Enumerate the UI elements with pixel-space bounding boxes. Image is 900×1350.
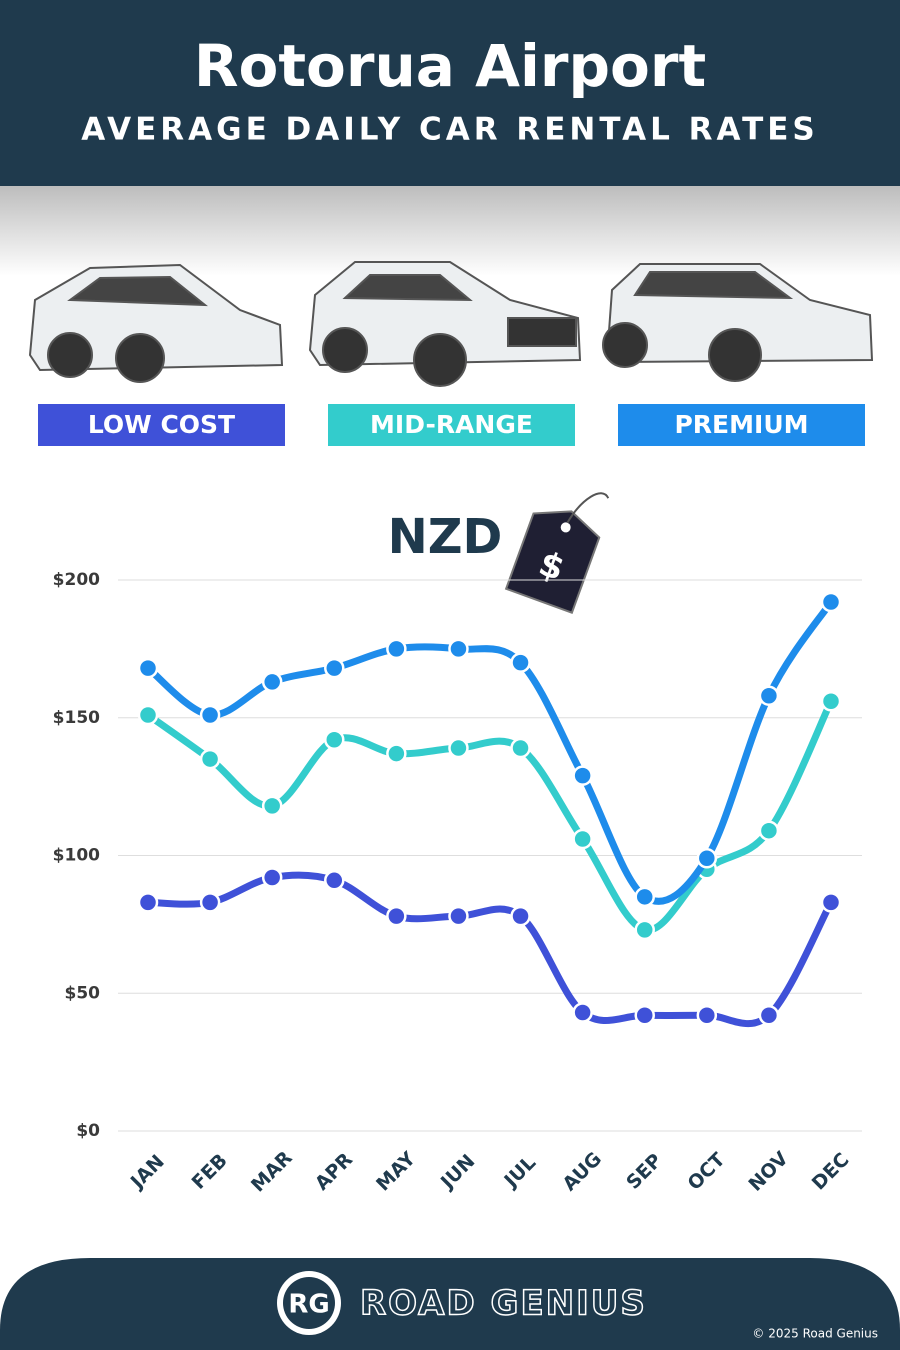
legend-label: MID-RANGE — [370, 410, 533, 439]
legend-swatch — [328, 404, 575, 446]
brand-name: ROAD GENIUS — [360, 1284, 647, 1324]
copyright: © 2025 Road Genius — [752, 1327, 878, 1341]
unit-label: NZD — [388, 509, 503, 565]
data-point — [261, 867, 283, 888]
title: Rotorua Airport — [194, 32, 706, 100]
data-point — [510, 905, 531, 927]
subtitle: AVERAGE DAILY CAR RENTAL RATES — [81, 112, 819, 148]
y-tick-label: $200 — [53, 570, 100, 590]
data-point — [758, 820, 780, 841]
data-point — [448, 905, 469, 927]
data-point — [634, 886, 655, 908]
y-tick-label: $150 — [53, 708, 100, 728]
data-point — [758, 685, 780, 706]
data-point — [634, 1005, 655, 1026]
logo-text: RG — [288, 1290, 329, 1320]
data-point — [572, 1002, 593, 1023]
data-point — [137, 657, 159, 679]
legend-label: PREMIUM — [674, 410, 808, 439]
data-point — [510, 652, 531, 673]
data-point — [634, 919, 655, 941]
data-point — [820, 690, 842, 712]
data-point — [386, 638, 407, 660]
footer — [0, 1258, 900, 1350]
x-tick-label: FEB — [188, 1150, 232, 1194]
data-point — [199, 748, 221, 770]
data-point — [386, 905, 407, 927]
x-tick-label: OCT — [683, 1149, 729, 1195]
data-point — [261, 795, 283, 817]
data-point — [696, 1005, 718, 1026]
legend-swatch — [618, 404, 865, 446]
x-tick-label: NOV — [744, 1147, 792, 1195]
car-mid-range — [308, 261, 582, 387]
plot: $0 $50 $100 $150 $200 JAN FEB MAR APR MAY JUN JUL AU… — [53, 570, 862, 1196]
y-tick-label: $0 — [76, 1121, 100, 1141]
logo-ring — [283, 1277, 335, 1329]
car-premium — [602, 263, 874, 382]
data-point — [261, 671, 283, 693]
data-point — [758, 1005, 780, 1026]
legend: LOW COST MID-RANGE PREMIUM — [38, 404, 865, 446]
header — [0, 0, 900, 186]
data-point — [199, 704, 221, 726]
price-tag: $ — [504, 492, 610, 614]
data-point — [696, 848, 718, 869]
legend-label: LOW COST — [88, 410, 235, 439]
x-tick-label: MAY — [372, 1148, 420, 1196]
data-point — [199, 892, 221, 913]
x-tick-label: JUN — [435, 1150, 479, 1194]
x-tick-label: SEP — [622, 1149, 666, 1193]
data-point — [510, 737, 531, 759]
x-tick-label: AUG — [559, 1148, 606, 1195]
data-point — [386, 743, 407, 764]
data-point — [137, 704, 159, 726]
x-tick-label: JUL — [499, 1152, 540, 1193]
data-point — [572, 765, 593, 786]
x-tick-label: APR — [311, 1148, 357, 1194]
x-tick-label: DEC — [808, 1149, 854, 1195]
car-low-cost — [28, 263, 284, 383]
series-line — [144, 871, 835, 1028]
data-point — [572, 828, 593, 850]
legend-swatch — [38, 404, 285, 446]
data-point — [324, 729, 345, 751]
data-point — [324, 657, 345, 679]
data-point — [820, 892, 842, 913]
data-point — [448, 737, 469, 759]
y-tick-label: $100 — [53, 846, 100, 866]
y-tick-label: $50 — [65, 983, 101, 1003]
x-tick-label: JAN — [125, 1151, 169, 1195]
data-point — [820, 591, 842, 613]
x-tick-label: MAR — [247, 1147, 297, 1197]
data-point — [324, 870, 345, 891]
data-point — [137, 892, 159, 913]
data-point — [448, 638, 469, 660]
